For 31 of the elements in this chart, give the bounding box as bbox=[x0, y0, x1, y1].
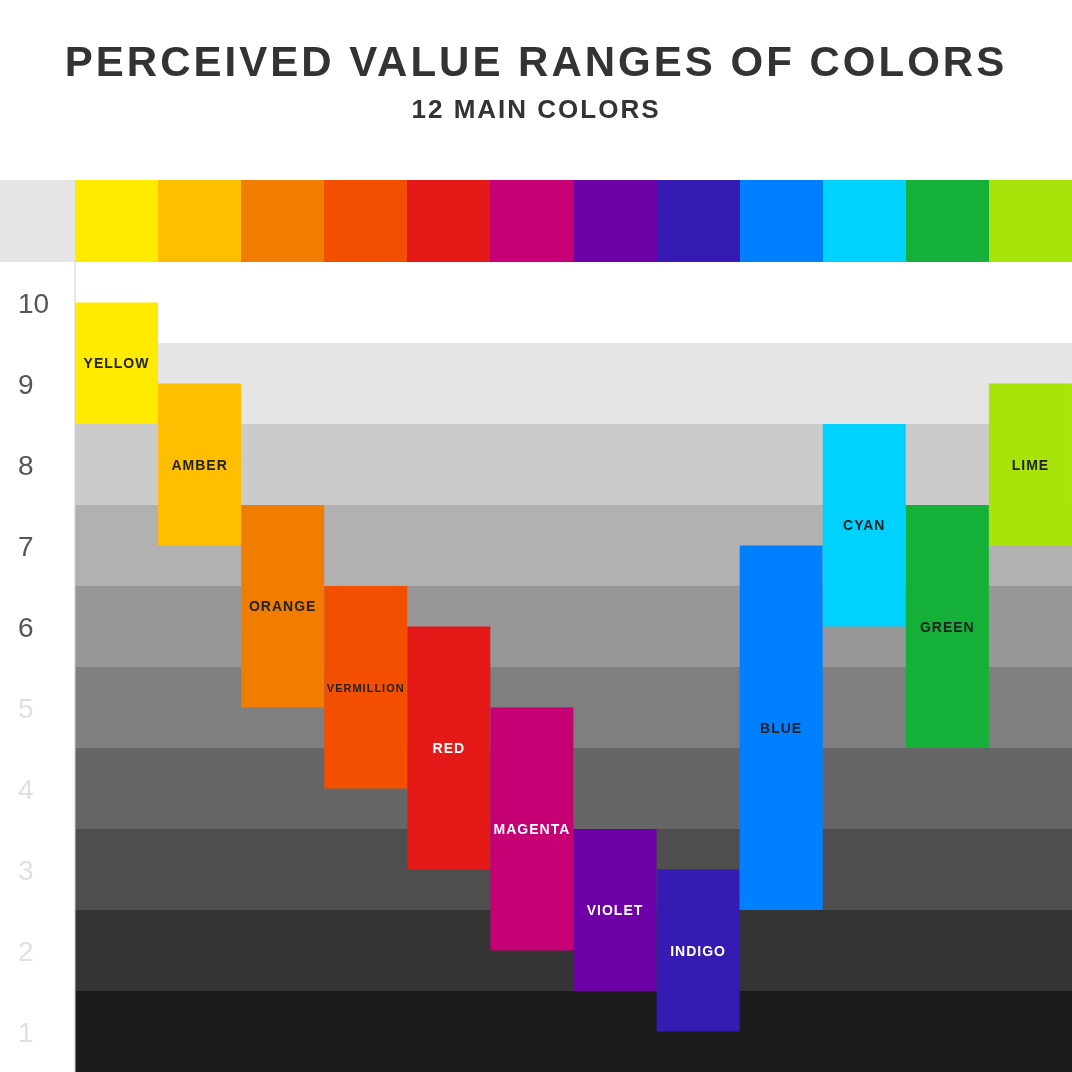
x-tick-label: LIME bbox=[1011, 456, 1050, 473]
y-tick-label: 8 bbox=[18, 449, 34, 481]
x-tick-label: YELLOW bbox=[83, 355, 150, 372]
bar bbox=[905, 505, 989, 748]
x-tick-label: VERMILLION bbox=[326, 682, 405, 695]
x-tick-label: VIOLET bbox=[586, 902, 644, 918]
bar bbox=[490, 707, 574, 951]
x-tick-label: BLUE bbox=[760, 719, 803, 736]
y-tick-label: 9 bbox=[18, 368, 34, 400]
x-tick-label: ORANGE bbox=[248, 598, 317, 615]
x-tick-label: AMBER bbox=[171, 456, 228, 473]
bar bbox=[573, 829, 657, 991]
x-tick-label: INDIGO bbox=[670, 942, 726, 959]
y-tick-label: 10 bbox=[18, 287, 50, 319]
x-tick-label: GREEN bbox=[919, 618, 975, 635]
bar bbox=[324, 586, 408, 789]
bar bbox=[407, 626, 491, 870]
bar bbox=[241, 505, 325, 708]
y-tick-label: 6 bbox=[18, 611, 34, 643]
bar bbox=[656, 869, 740, 1032]
y-tick-label: 7 bbox=[18, 530, 34, 562]
x-tick-label: CYAN bbox=[843, 517, 886, 534]
x-tick-label: RED bbox=[432, 740, 466, 756]
x-tick-label: MAGENTA bbox=[493, 821, 571, 837]
chart-title: PERCEIVED VALUE RANGES OF COLORS bbox=[64, 38, 1008, 85]
bar bbox=[158, 383, 242, 546]
bar bbox=[739, 545, 823, 910]
bar bbox=[75, 302, 158, 424]
bar bbox=[822, 424, 906, 627]
bar bbox=[988, 383, 1072, 546]
chart-subtitle: 12 MAIN COLORS bbox=[411, 94, 661, 124]
